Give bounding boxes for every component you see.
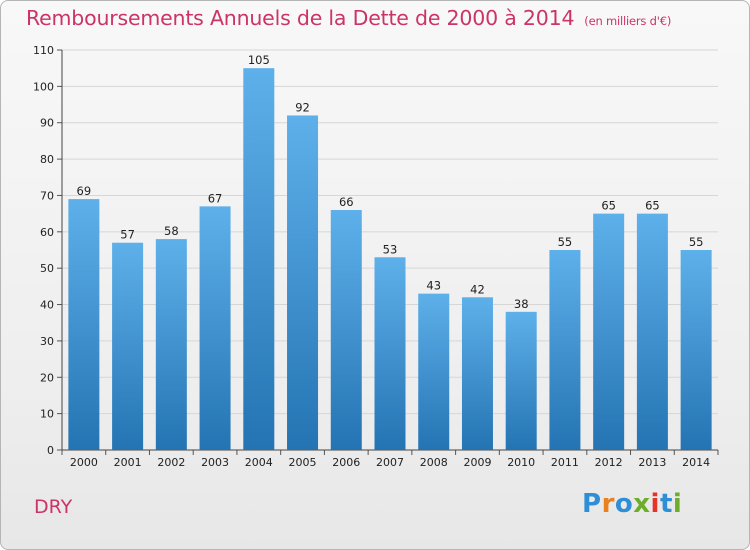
y-tick-label: 80 xyxy=(40,153,54,166)
x-tick-label: 2004 xyxy=(245,456,273,469)
bar-layer xyxy=(68,68,712,451)
y-tick-label: 60 xyxy=(40,226,54,239)
bar-value-label: 105 xyxy=(248,53,270,67)
logo-letter: t xyxy=(659,489,673,519)
logo-letter: P xyxy=(582,489,602,519)
y-tick-label: 40 xyxy=(40,299,54,312)
bar-value-label: 65 xyxy=(645,199,660,213)
x-tick-label: 2011 xyxy=(551,456,579,469)
y-tick-label: 70 xyxy=(40,189,54,202)
y-tick-label: 100 xyxy=(33,80,54,93)
x-tick-label: 2012 xyxy=(595,456,623,469)
bar-value-label: 69 xyxy=(77,184,92,198)
x-tick-label: 2002 xyxy=(157,456,185,469)
label-layer: 69 57 58 67 105 92 66 53 43 42 38 55 65 65 55 xyxy=(77,53,704,311)
x-tick-label: 2010 xyxy=(507,456,535,469)
bar-value-label: 43 xyxy=(426,279,441,293)
y-tick-label: 10 xyxy=(40,408,54,421)
city-name: DRY xyxy=(34,496,73,518)
y-tick-label: 110 xyxy=(33,44,54,57)
y-tick-label: 90 xyxy=(40,117,54,130)
title-text: Remboursements Annuels de la Dette de 20… xyxy=(26,6,575,30)
bar xyxy=(418,293,450,450)
x-tick-label: 2006 xyxy=(332,456,360,469)
bar xyxy=(68,199,100,450)
bar xyxy=(636,213,668,450)
chart-title: Remboursements Annuels de la Dette de 20… xyxy=(26,6,671,30)
bar xyxy=(680,250,712,450)
bar xyxy=(549,250,581,450)
x-tick-label: 2000 xyxy=(70,456,98,469)
y-tick-label: 30 xyxy=(40,335,54,348)
bar-value-label: 57 xyxy=(120,228,135,242)
bar xyxy=(593,213,625,450)
logo-letter: o xyxy=(614,489,634,519)
x-tick-label: 2005 xyxy=(289,456,317,469)
logo-letter: r xyxy=(601,489,615,519)
x-tick-label: 2014 xyxy=(682,456,710,469)
x-tick-label: 2007 xyxy=(376,456,404,469)
y-tick-label: 50 xyxy=(40,262,54,275)
bar-value-label: 42 xyxy=(470,282,485,296)
bar-value-label: 65 xyxy=(601,199,616,213)
x-tick-label: 2009 xyxy=(463,456,491,469)
bar-value-label: 92 xyxy=(295,100,310,114)
logo-letter: i xyxy=(672,489,683,519)
bar xyxy=(505,311,537,450)
bar xyxy=(112,242,144,450)
bar-value-label: 38 xyxy=(514,297,529,311)
proxiti-logo: Proxiti xyxy=(582,489,682,519)
y-tick-label: 0 xyxy=(47,444,54,457)
bar-value-label: 55 xyxy=(558,235,573,249)
bar xyxy=(461,297,493,450)
bar-value-label: 67 xyxy=(208,191,223,205)
bar xyxy=(330,210,362,450)
bar-value-label: 55 xyxy=(689,235,704,249)
bar-value-label: 58 xyxy=(164,224,179,238)
x-tick-label: 2013 xyxy=(638,456,666,469)
x-tick-label: 2001 xyxy=(114,456,142,469)
bar-value-label: 53 xyxy=(383,242,398,256)
bar xyxy=(287,115,319,451)
bar xyxy=(374,257,406,450)
bar xyxy=(243,68,275,450)
logo-letter: i xyxy=(650,489,660,519)
title-unit: (en milliers d'€) xyxy=(584,14,672,28)
y-tick-label: 20 xyxy=(40,371,54,384)
bar xyxy=(199,206,231,450)
logo-letter: x xyxy=(633,489,651,519)
bar xyxy=(155,239,187,450)
x-tick-label: 2008 xyxy=(420,456,448,469)
x-tick-label: 2003 xyxy=(201,456,229,469)
bar-value-label: 66 xyxy=(339,195,354,209)
